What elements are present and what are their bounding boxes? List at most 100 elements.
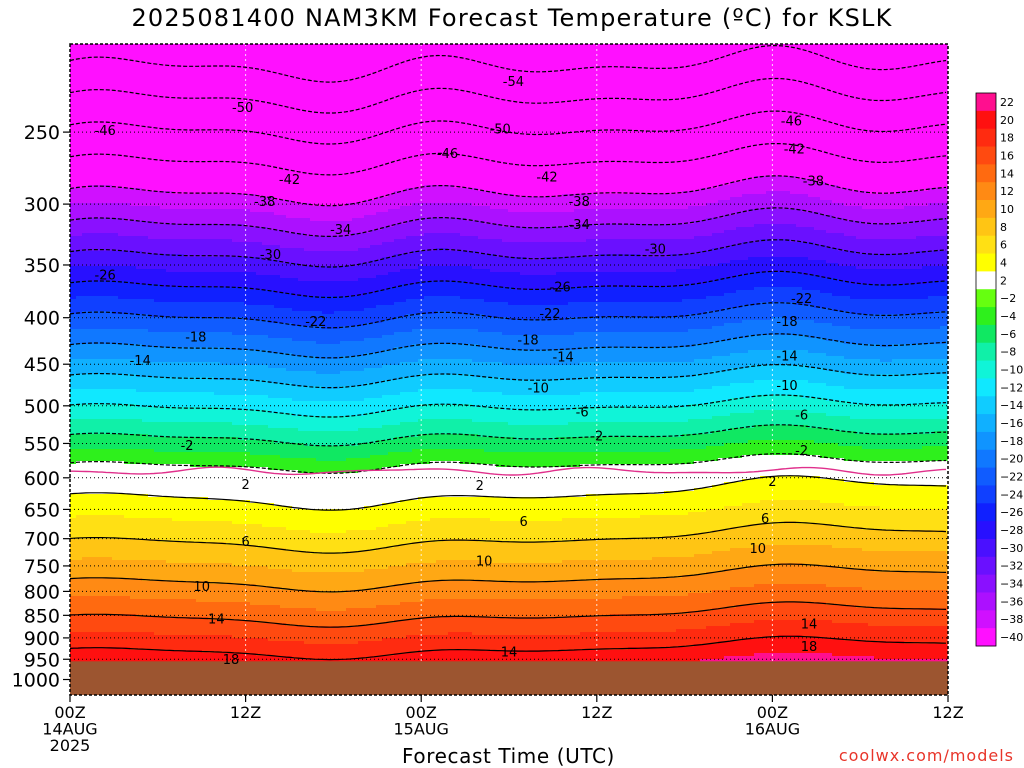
temperature-cell <box>100 131 107 135</box>
temperature-cell <box>112 293 119 297</box>
temperature-cell <box>106 236 113 240</box>
temperature-cell <box>112 140 119 144</box>
temperature-cell <box>124 200 131 204</box>
temperature-cell <box>130 170 137 174</box>
temperature-cell <box>112 128 119 132</box>
temperature-cell <box>76 356 83 360</box>
temperature-cell <box>112 134 119 138</box>
temperature-cell <box>76 551 83 555</box>
temperature-cell <box>70 566 77 570</box>
temperature-cell <box>82 494 89 498</box>
temperature-cell <box>88 650 95 654</box>
temperature-cell <box>82 659 89 663</box>
temperature-cell <box>94 98 101 102</box>
temperature-cell <box>124 584 131 588</box>
temperature-cell <box>100 221 107 225</box>
temperature-cell <box>82 581 89 585</box>
temperature-cell <box>124 230 131 234</box>
temperature-cell <box>112 116 119 120</box>
temperature-cell <box>100 353 107 357</box>
temperature-cell <box>82 62 89 66</box>
temperature-cell <box>124 86 131 90</box>
temperature-cell <box>76 515 83 519</box>
temperature-cell <box>124 608 131 612</box>
temperature-cell <box>100 638 107 642</box>
temperature-cell <box>112 524 119 528</box>
temperature-cell <box>112 428 119 432</box>
temperature-cell <box>124 215 131 219</box>
temperature-cell <box>76 401 83 405</box>
temperature-cell <box>82 440 89 444</box>
temperature-cell <box>70 335 77 339</box>
temperature-cell <box>136 77 143 81</box>
temperature-cell <box>76 635 83 639</box>
temperature-cell <box>136 74 143 78</box>
temperature-cell <box>94 422 101 426</box>
temperature-cell <box>124 458 131 462</box>
temperature-cell <box>136 266 143 270</box>
temperature-cell <box>130 260 137 264</box>
temperature-cell <box>124 641 131 645</box>
temperature-cell <box>94 320 101 324</box>
temperature-cell <box>82 431 89 435</box>
temperature-cell <box>136 464 143 468</box>
temperature-cell <box>124 290 131 294</box>
temperature-cell <box>124 182 131 186</box>
temperature-cell <box>100 449 107 453</box>
temperature-cell <box>130 377 137 381</box>
temperature-cell <box>82 383 89 387</box>
temperature-cell <box>100 581 107 585</box>
temperature-cell <box>136 260 143 264</box>
temperature-cell <box>136 659 143 663</box>
temperature-cell <box>130 152 137 156</box>
temperature-cell <box>118 53 125 57</box>
temperature-cell <box>118 569 125 573</box>
temperature-cell <box>76 221 83 225</box>
temperature-cell <box>88 50 95 54</box>
temperature-cell <box>88 374 95 378</box>
temperature-cell <box>136 236 143 240</box>
temperature-cell <box>136 89 143 93</box>
temperature-cell <box>106 167 113 171</box>
temperature-cell <box>70 458 77 462</box>
temperature-cell <box>82 611 89 615</box>
temperature-cell <box>136 50 143 54</box>
temperature-cell <box>106 653 113 657</box>
temperature-cell <box>76 632 83 636</box>
temperature-cell <box>124 83 131 87</box>
temperature-cell <box>76 512 83 516</box>
temperature-cell <box>124 470 131 474</box>
temperature-cell <box>82 50 89 54</box>
temperature-cell <box>106 197 113 201</box>
temperature-cell <box>118 200 125 204</box>
temperature-cell <box>130 650 137 654</box>
temperature-cell <box>136 554 143 558</box>
temperature-cell <box>112 530 119 534</box>
temperature-cell <box>136 530 143 534</box>
temperature-cell <box>94 251 101 255</box>
temperature-cell <box>136 644 143 648</box>
temperature-cell <box>100 527 107 531</box>
temperature-cell <box>136 149 143 153</box>
temperature-cell <box>88 656 95 660</box>
temperature-cell <box>106 92 113 96</box>
temperature-cell <box>112 476 119 480</box>
temperature-cell <box>82 188 89 192</box>
temperature-cell <box>94 656 101 660</box>
temperature-cell <box>136 419 143 423</box>
temperature-cell <box>100 428 107 432</box>
temperature-cell <box>82 641 89 645</box>
temperature-cell <box>88 560 95 564</box>
temperature-cell <box>136 329 143 333</box>
temperature-cell <box>76 440 83 444</box>
temperature-cell <box>124 653 131 657</box>
temperature-cell <box>136 197 143 201</box>
temperature-cell <box>130 116 137 120</box>
temperature-cell <box>136 575 143 579</box>
temperature-cell <box>124 89 131 93</box>
temperature-cell <box>118 638 125 642</box>
temperature-cell <box>118 449 125 453</box>
temperature-cell <box>94 197 101 201</box>
temperature-cell <box>118 299 125 303</box>
temperature-cell <box>136 62 143 66</box>
